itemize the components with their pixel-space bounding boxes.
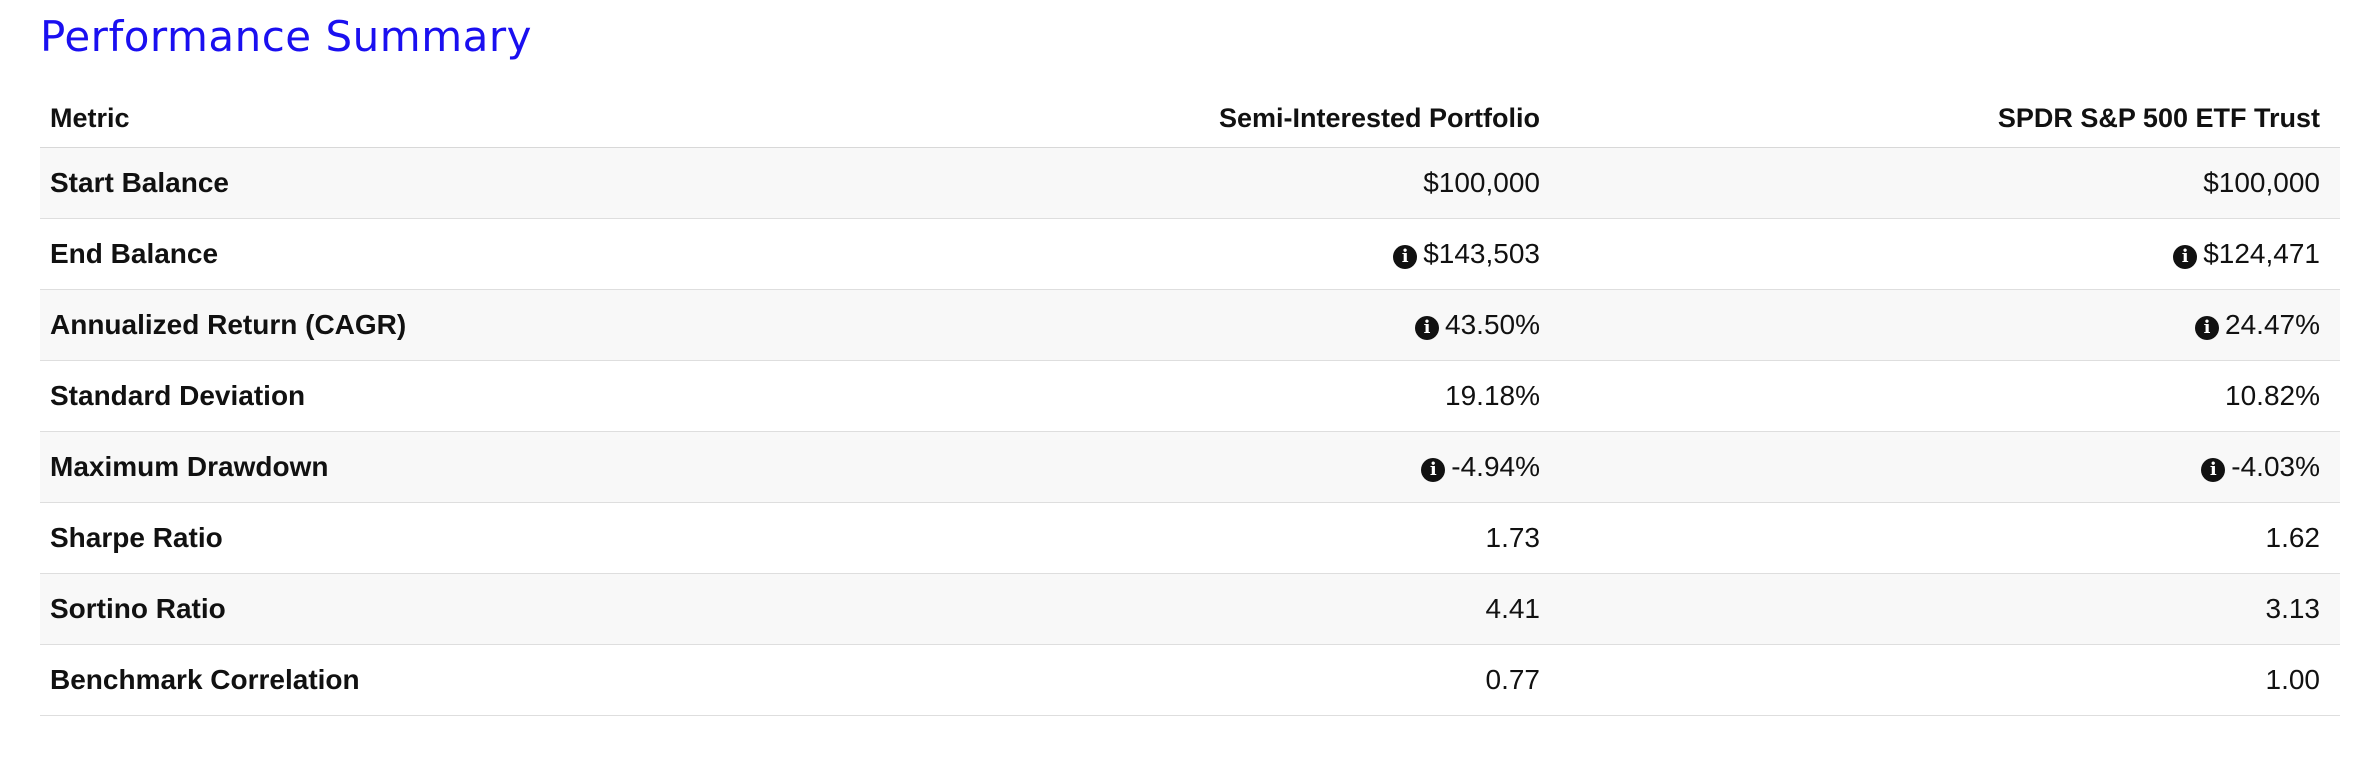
benchmark-value: 24.47% — [2225, 309, 2320, 340]
metric-label: Annualized Return (CAGR) — [40, 289, 800, 361]
portfolio-value: 43.50% — [1445, 309, 1540, 340]
portfolio-value-cell: 4.41 — [800, 573, 1560, 645]
info-icon[interactable]: i — [1393, 245, 1418, 269]
page-title: Performance Summary — [40, 12, 532, 61]
table-row: Annualized Return (CAGR) i 43.50% i 24.47% — [40, 289, 2340, 361]
benchmark-value-cell: 1.62 — [1560, 502, 2340, 574]
portfolio-value: $143,503 — [1423, 238, 1540, 269]
benchmark-value-cell: i -4.03% — [1560, 431, 2340, 503]
benchmark-value-cell: 1.00 — [1560, 644, 2340, 716]
metric-label: Maximum Drawdown — [40, 431, 800, 503]
metric-label: Sharpe Ratio — [40, 502, 800, 574]
portfolio-value-cell: $100,000 — [800, 147, 1560, 219]
info-icon[interactable]: i — [2173, 245, 2198, 269]
portfolio-value: 4.41 — [1485, 593, 1541, 624]
info-icon[interactable]: i — [1415, 316, 1440, 340]
portfolio-value: -4.94% — [1451, 451, 1540, 482]
metric-label: Start Balance — [40, 147, 800, 219]
portfolio-value-cell: 19.18% — [800, 360, 1560, 432]
benchmark-value: $124,471 — [2203, 238, 2320, 269]
benchmark-value: $100,000 — [2203, 167, 2320, 198]
column-header-metric: Metric — [40, 89, 800, 148]
metric-label: Standard Deviation — [40, 360, 800, 432]
info-icon[interactable]: i — [1421, 458, 1446, 482]
benchmark-value: 1.62 — [2265, 522, 2321, 553]
header-row: Metric Semi-Interested Portfolio SPDR S&… — [40, 89, 2340, 148]
benchmark-value: 10.82% — [2225, 380, 2320, 411]
table-row: Benchmark Correlation 0.77 1.00 — [40, 644, 2340, 716]
performance-summary-section: Performance Summary Metric Semi-Interest… — [40, 0, 2340, 716]
performance-table: Metric Semi-Interested Portfolio SPDR S&… — [40, 89, 2340, 716]
benchmark-value-cell: i 24.47% — [1560, 289, 2340, 361]
portfolio-value-cell: i $143,503 — [800, 218, 1560, 290]
column-header-benchmark: SPDR S&P 500 ETF Trust — [1560, 89, 2340, 148]
info-icon[interactable]: i — [2195, 316, 2220, 340]
portfolio-value: $100,000 — [1423, 167, 1540, 198]
table-row: Start Balance $100,000 $100,000 — [40, 147, 2340, 219]
benchmark-value-cell: 10.82% — [1560, 360, 2340, 432]
metric-label: Benchmark Correlation — [40, 644, 800, 716]
table-row: End Balance i $143,503 i $124,471 — [40, 218, 2340, 290]
metric-label: Sortino Ratio — [40, 573, 800, 645]
benchmark-value: 3.13 — [2265, 593, 2321, 624]
benchmark-value: 1.00 — [2265, 664, 2321, 695]
portfolio-value-cell: i 43.50% — [800, 289, 1560, 361]
table-row: Sharpe Ratio 1.73 1.62 — [40, 502, 2340, 574]
portfolio-value: 1.73 — [1485, 522, 1541, 553]
portfolio-value: 0.77 — [1485, 664, 1541, 695]
benchmark-value-cell: 3.13 — [1560, 573, 2340, 645]
portfolio-value-cell: i -4.94% — [800, 431, 1560, 503]
portfolio-value: 19.18% — [1445, 380, 1540, 411]
benchmark-value-cell: $100,000 — [1560, 147, 2340, 219]
info-icon[interactable]: i — [2201, 458, 2226, 482]
benchmark-value-cell: i $124,471 — [1560, 218, 2340, 290]
table-row: Standard Deviation 19.18% 10.82% — [40, 360, 2340, 432]
portfolio-value-cell: 0.77 — [800, 644, 1560, 716]
table-row: Sortino Ratio 4.41 3.13 — [40, 573, 2340, 645]
table-row: Maximum Drawdown i -4.94% i -4.03% — [40, 431, 2340, 503]
column-header-portfolio: Semi-Interested Portfolio — [800, 89, 1560, 148]
table-header: Metric Semi-Interested Portfolio SPDR S&… — [40, 89, 2340, 148]
portfolio-value-cell: 1.73 — [800, 502, 1560, 574]
benchmark-value: -4.03% — [2231, 451, 2320, 482]
table-body: Start Balance $100,000 $100,000 End Balance… — [40, 147, 2340, 716]
metric-label: End Balance — [40, 218, 800, 290]
